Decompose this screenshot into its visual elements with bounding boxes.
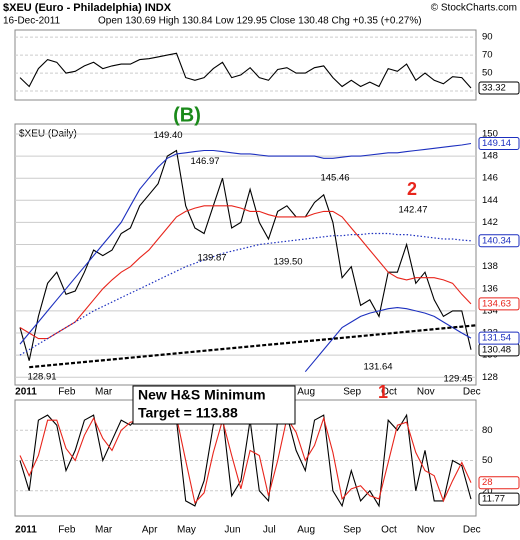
x-tick-label: Jun: [224, 525, 240, 536]
value-tag-label: 11.77: [482, 494, 505, 505]
value-tag: [478, 297, 520, 311]
value-tag-label: 130.48: [482, 344, 511, 355]
y-tick-label: 138: [482, 261, 498, 272]
series-line: [19, 205, 472, 340]
value-tag: [478, 234, 520, 248]
series-line: [19, 232, 472, 356]
source: © StockCharts.com: [431, 3, 517, 14]
x-tick-label: May: [177, 525, 196, 536]
target-text: Target = 113.88: [138, 405, 238, 421]
x-tick-label: Dec: [463, 525, 481, 536]
price-label: 145.46: [320, 173, 349, 184]
series-line: [19, 149, 472, 361]
x-tick-label: Apr: [142, 525, 158, 536]
value-tag-label: 134.63: [482, 298, 511, 309]
x-tick-label: Dec: [463, 387, 481, 398]
y-tick-label: 142: [482, 217, 498, 228]
x-tick-label: 2011: [15, 525, 37, 536]
y-tick-label: 20: [482, 485, 493, 496]
target-text: New H&S Minimum: [138, 387, 266, 403]
x-tick-label: Feb: [58, 525, 76, 536]
value-tag: [478, 136, 520, 150]
annotation: 2: [407, 179, 417, 199]
x-tick-label: Nov: [417, 387, 435, 398]
price-label: 139.87: [197, 252, 226, 263]
neckline: [29, 324, 477, 369]
target-box: [132, 385, 296, 425]
x-tick-label: Oct: [381, 387, 397, 398]
chart-title: $XEU (Euro - Philadelphia) INDX: [3, 2, 172, 14]
annotation: 1: [378, 382, 388, 402]
price-label: 146.97: [190, 156, 219, 167]
date: 16-Dec-2011: [3, 16, 61, 27]
series-line: [304, 307, 472, 373]
value-tag-label: 28: [482, 477, 493, 488]
y-tick-label: 50: [482, 68, 493, 79]
price-label: 149.40: [153, 130, 182, 141]
x-tick-label: Feb: [58, 387, 76, 398]
value-tag: [478, 81, 520, 95]
value-tag-label: 33.32: [482, 83, 506, 94]
value-tag-label: 140.34: [482, 235, 511, 246]
y-tick-label: 80: [482, 425, 493, 436]
y-tick-label: 128: [482, 372, 498, 383]
y-tick-label: 70: [482, 50, 493, 61]
price-label: 131.64: [363, 362, 392, 373]
x-tick-label: Aug: [297, 387, 315, 398]
x-tick-label: Nov: [417, 525, 435, 536]
y-tick-label: 146: [482, 173, 498, 184]
value-tag-label: 131.54: [482, 333, 511, 344]
x-tick-label: Mar: [95, 387, 113, 398]
series-line: [19, 414, 472, 505]
x-tick-label: Sep: [343, 387, 361, 398]
y-tick-label: 90: [482, 32, 493, 43]
y-tick-label: 150: [482, 128, 498, 139]
value-tag: [478, 492, 520, 506]
value-tag: [478, 331, 520, 345]
x-tick-label: Sep: [343, 525, 361, 536]
value-tag: [478, 476, 520, 490]
price-label: 128.91: [27, 372, 56, 383]
quote: Open 130.69 High 130.84 Low 129.95 Close…: [98, 16, 422, 27]
x-tick-label: Oct: [381, 525, 397, 536]
y-tick-label: 144: [482, 195, 498, 206]
x-tick-label: Aug: [297, 525, 315, 536]
x-tick-label: 2011: [15, 387, 37, 398]
price-label: 142.47: [398, 205, 427, 216]
panel-frame: [14, 123, 477, 386]
series-line: [19, 142, 472, 345]
x-tick-label: Mar: [95, 525, 113, 536]
panel-frame: [14, 29, 477, 101]
series-line: [19, 52, 472, 89]
y-tick-label: 148: [482, 151, 498, 162]
value-tag-label: 149.14: [482, 138, 511, 149]
x-tick-label: Jul: [263, 525, 276, 536]
price-label: 129.45: [443, 374, 472, 385]
price-label: 139.50: [273, 257, 302, 268]
y-tick-label: 50: [482, 455, 493, 466]
y-tick-label: 134: [482, 305, 498, 316]
annotation: (B): [173, 104, 201, 126]
y-tick-label: 136: [482, 283, 498, 294]
